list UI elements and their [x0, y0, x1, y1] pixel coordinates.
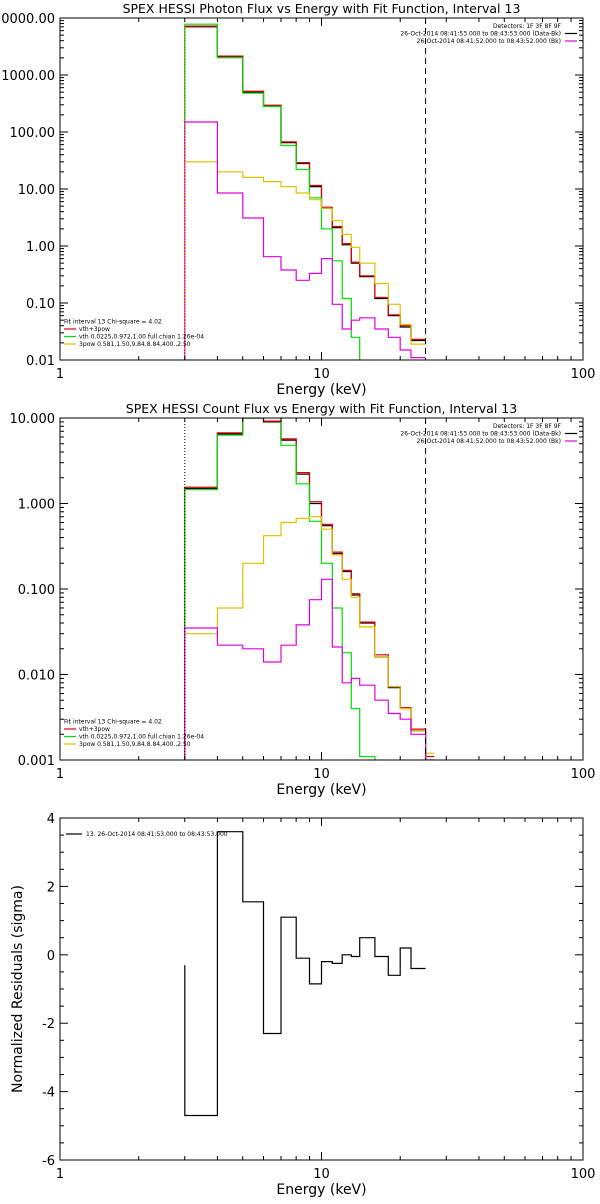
legend-entry: vth 0.0225,0.972,1.00 full chian 1.26e-0…	[79, 734, 204, 741]
y-tick-label: 0.010	[18, 669, 55, 684]
legend-entry: vth+3pow	[79, 326, 110, 333]
x-tick-label: 1	[56, 367, 64, 382]
legend-entry: vth+3pow	[79, 726, 110, 733]
y-tick-label: 10.00	[18, 183, 55, 198]
y-tick-label: -2	[42, 1017, 55, 1032]
series-line-5	[184, 121, 426, 360]
plot-frame	[59, 817, 584, 1161]
series-line-5	[184, 578, 427, 760]
chart-title: SPEX HESSI Photon Flux vs Energy with Fi…	[123, 1, 521, 16]
y-tick-label: 100.00	[10, 126, 56, 141]
y-tick-label: 0.10	[26, 297, 55, 312]
y-tick-label: 0.100	[18, 583, 55, 598]
x-tick-label: 100	[571, 367, 596, 382]
chart-title: SPEX HESSI Count Flux vs Energy with Fit…	[126, 401, 517, 416]
y-tick-label: -4	[42, 1086, 55, 1101]
x-tick-label: 10	[313, 367, 330, 382]
legend-entry: 3pow 0.581,1.50,9.84,8.84,400.,2.50	[79, 341, 191, 348]
y-tick-label: 2	[47, 880, 55, 895]
legend-entry: vth 0.0225,0.972,1.00 full chian 1.26e-0…	[79, 334, 204, 341]
info-text: 26-Oct-2014 08:41:53.000 to 08:43:53.000…	[400, 431, 561, 438]
series-line-2	[184, 25, 426, 360]
x-tick-label: 1	[56, 1167, 64, 1182]
x-tick-label: 10	[313, 767, 330, 782]
x-axis-label: Energy (keV)	[276, 382, 366, 398]
series-line-4	[184, 161, 426, 360]
x-axis-label: Energy (keV)	[276, 782, 366, 798]
info-text: 26-Oct-2014 08:41:52.000 to 08:43:52.000…	[417, 38, 561, 45]
y-axis-label: Normalized Residuals (sigma)	[10, 885, 26, 1093]
chart-panel-2: 1 10 100 0.001 0.010 0.100 1.000 10.000 SPEX HES…	[10, 401, 596, 798]
y-tick-label: 4	[47, 812, 55, 827]
chart-panel-1: 1 10 100 0.01 0.10 1.00 10.00 100.00 1000.00 1000…	[0, 1, 596, 398]
y-tick-label: 10000.00	[0, 12, 55, 27]
legend-entry: 3pow 0.581,1.50,9.84,8.84,400.,2.50	[79, 741, 191, 748]
series-line-1	[184, 831, 426, 1117]
x-tick-label: 10	[313, 1167, 330, 1182]
info-text: 26-Oct-2014 08:41:53.000 to 08:43:53.000…	[400, 31, 561, 38]
y-tick-label: 0	[47, 949, 55, 964]
x-tick-label: 100	[571, 1167, 596, 1182]
y-tick-label: 0.001	[18, 754, 55, 769]
series-line-3	[184, 418, 376, 760]
y-tick-label: 10.000	[10, 412, 56, 427]
info-text: Detectors: 1F 3F 8F 9F	[493, 423, 562, 430]
x-axis-label: Energy (keV)	[276, 1182, 366, 1198]
y-tick-label: 1.00	[26, 240, 55, 255]
legend-entry: Fit interval 13 Chi-square = 4.02	[64, 719, 162, 726]
y-tick-label: 0.01	[26, 354, 55, 369]
series-line-1	[184, 26, 426, 360]
legend-entry: Fit interval 13 Chi-square = 4.02	[64, 319, 162, 326]
info-text: 26-Oct-2014 08:41:52.000 to 08:43:52.000…	[417, 438, 561, 445]
legend-entry: 13. 26-Oct-2014 08:41:53.000 to 08:43:53…	[86, 831, 228, 838]
series-line-3	[184, 23, 361, 360]
y-tick-label: 1.000	[18, 498, 55, 513]
y-tick-label: 1000.00	[1, 69, 55, 84]
chart-panel-3: 1 10 100 -6 -4 -2 0 2 4 Energy (keV) Normalized Re…	[10, 812, 595, 1198]
x-tick-label: 1	[56, 767, 64, 782]
y-tick-label: -6	[42, 1154, 55, 1169]
x-tick-label: 100	[571, 767, 596, 782]
info-text: Detectors: 1F 3F 8F 9F	[493, 23, 562, 30]
series-line-4	[184, 516, 435, 760]
